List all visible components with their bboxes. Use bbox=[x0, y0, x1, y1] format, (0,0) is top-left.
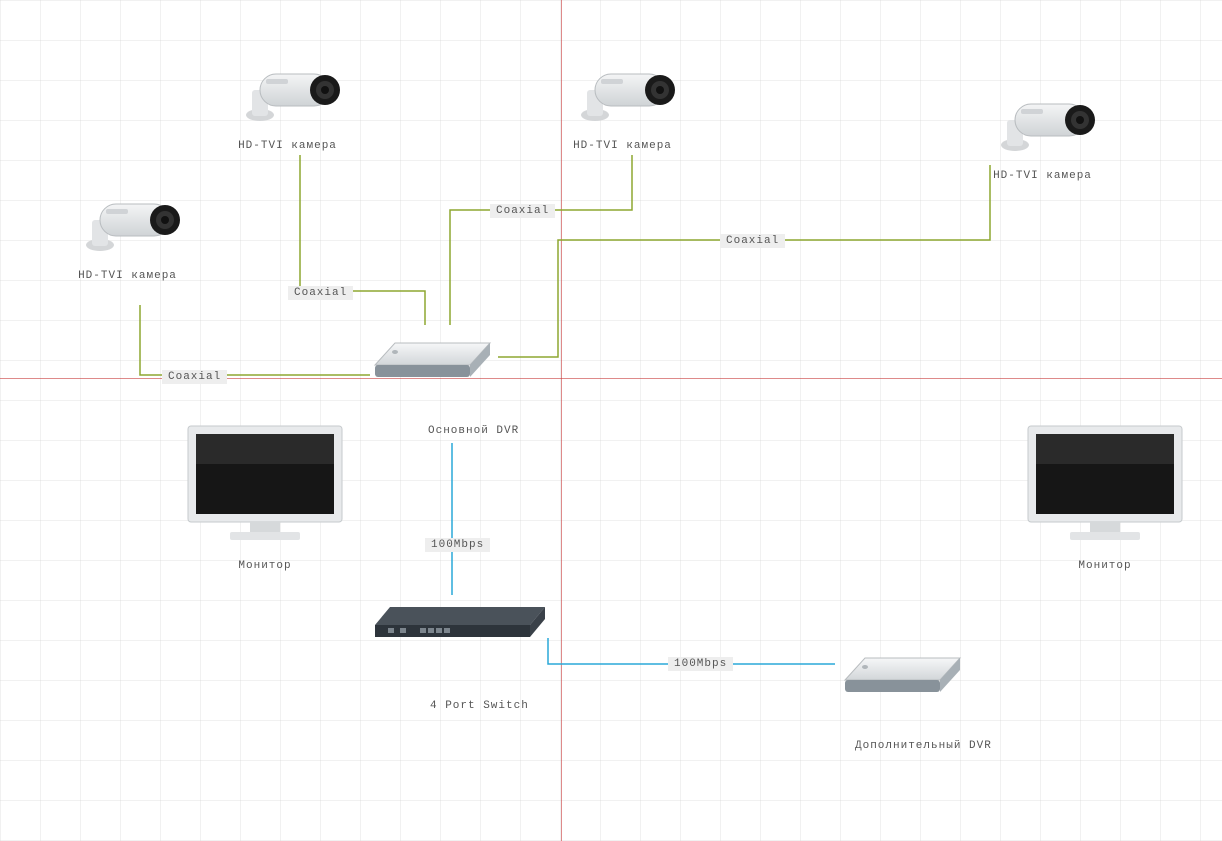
wire-label-coax4: Coaxial bbox=[720, 234, 785, 248]
switch-icon bbox=[370, 595, 550, 640]
monitor-icon bbox=[1020, 420, 1190, 550]
camera-label: HD-TVI камера bbox=[70, 270, 185, 282]
dvr-icon bbox=[835, 640, 970, 700]
switch-label: 4 Port Switch bbox=[430, 700, 529, 712]
wire-label-eth1: 100Mbps bbox=[425, 538, 490, 552]
camera-icon bbox=[985, 90, 1100, 160]
diagram-canvas: Coaxial Coaxial Coaxial Coaxial 100Mbps … bbox=[0, 0, 1222, 841]
dvr-main-label: Основной DVR bbox=[428, 425, 519, 437]
camera-icon bbox=[230, 60, 345, 130]
camera-label: HD-TVI камера bbox=[565, 140, 680, 152]
camera-label: HD-TVI камера bbox=[230, 140, 345, 152]
camera-icon bbox=[70, 190, 185, 260]
camera-node-4: HD-TVI камера bbox=[985, 90, 1100, 182]
wire-label-coax1: Coaxial bbox=[162, 370, 227, 384]
camera-label: HD-TVI камера bbox=[985, 170, 1100, 182]
monitor-icon bbox=[180, 420, 350, 550]
dvr-icon bbox=[365, 325, 500, 385]
dvr-aux-node bbox=[835, 640, 970, 704]
wire-label-eth2: 100Mbps bbox=[668, 657, 733, 671]
monitor-label: Монитор bbox=[180, 560, 350, 572]
wire-label-coax3: Coaxial bbox=[490, 204, 555, 218]
monitor-node-2: Монитор bbox=[1020, 420, 1190, 572]
camera-node-2: HD-TVI камера bbox=[230, 60, 345, 152]
dvr-main-node bbox=[365, 325, 500, 389]
switch-node bbox=[370, 595, 550, 644]
camera-node-1: HD-TVI камера bbox=[70, 190, 185, 282]
monitor-node-1: Монитор bbox=[180, 420, 350, 572]
camera-icon bbox=[565, 60, 680, 130]
monitor-label: Монитор bbox=[1020, 560, 1190, 572]
camera-node-3: HD-TVI камера bbox=[565, 60, 680, 152]
wire-label-coax2: Coaxial bbox=[288, 286, 353, 300]
axis-vertical bbox=[561, 0, 562, 841]
dvr-aux-label: Дополнительный DVR bbox=[855, 740, 992, 752]
